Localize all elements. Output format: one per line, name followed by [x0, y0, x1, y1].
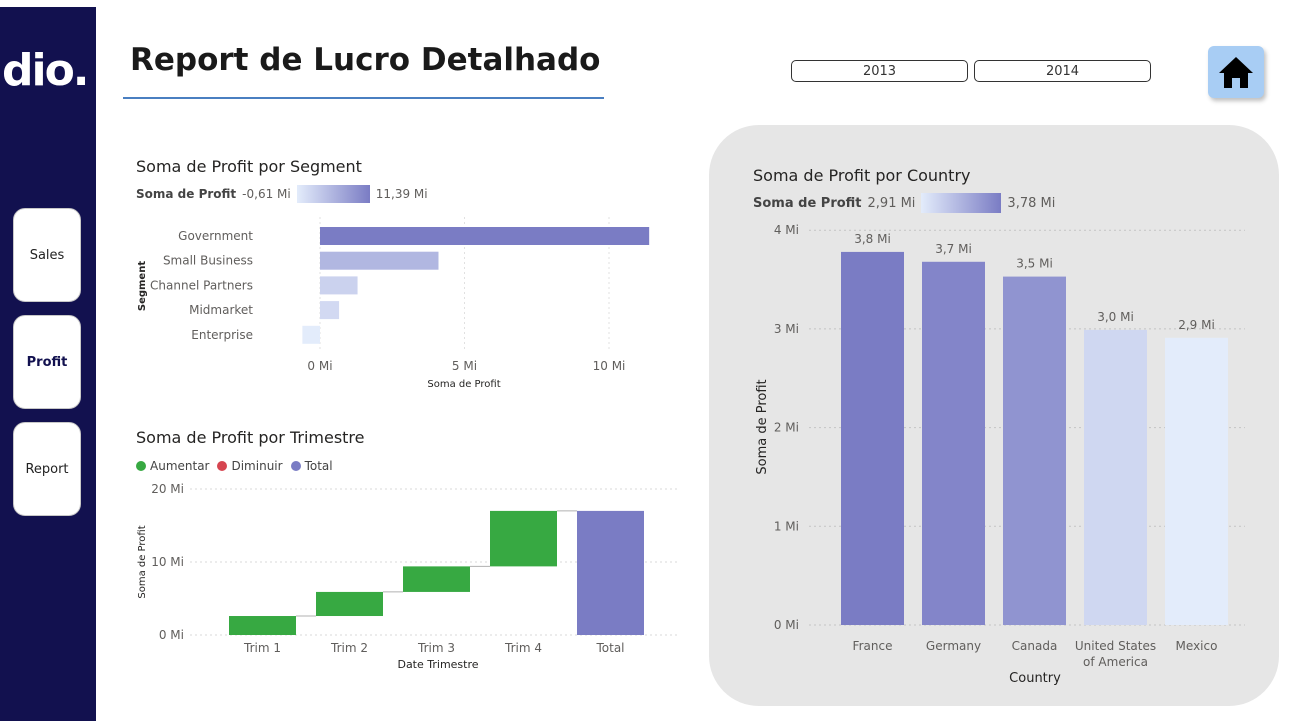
quarter-x-axis-title: Date Trimestre [397, 658, 478, 671]
country-bar [1003, 276, 1066, 625]
country-y-tick: 0 Mi [774, 618, 799, 632]
nav-profit-button[interactable]: Profit [13, 315, 81, 409]
country-y-tick: 3 Mi [774, 322, 799, 336]
logo-text: dio. [2, 45, 88, 91]
legend-increase-dot [136, 461, 146, 471]
segment-legend: Soma de Profit -0,61 Mi 11,39 Mi [136, 185, 428, 203]
home-button[interactable] [1208, 46, 1264, 98]
country-y-tick: 2 Mi [774, 421, 799, 435]
quarter-bar [490, 510, 557, 567]
segment-y-axis-title: Segment [137, 261, 148, 311]
nav-profit-label: Profit [26, 354, 68, 370]
dio-logo: dio. [2, 45, 90, 91]
quarter-y-tick: 20 Mi [151, 482, 184, 496]
segment-category-label: Small Business [163, 254, 253, 268]
quarter-legend: Aumentar Diminuir Total [136, 459, 333, 473]
country-legend-label: Soma de Profit [753, 195, 862, 211]
segment-legend-min: -0,61 Mi [242, 187, 291, 201]
country-category-label: Canada [1012, 639, 1058, 653]
legend-total-label: Total [304, 459, 333, 473]
quarter-bar [403, 566, 470, 592]
quarter-category-label: Trim 4 [504, 641, 542, 655]
segment-bar [320, 227, 650, 245]
segment-x-tick: 10 Mi [593, 359, 626, 373]
country-bar [922, 261, 985, 625]
nav-report-label: Report [25, 461, 69, 477]
segment-x-axis-title: Soma de Profit [427, 379, 500, 390]
legend-decrease-dot [217, 461, 228, 471]
country-y-axis-title: Soma de Profit [755, 379, 770, 474]
segment-bar [320, 251, 439, 270]
country-chart: 4 Mi 3 Mi 2 Mi 1 Mi 0 Mi 3,8 Mi France 3,7 Mi Ge… [755, 223, 1245, 686]
country-category-label: Mexico [1176, 639, 1218, 653]
title-underline [123, 97, 604, 99]
country-data-label: 3,5 Mi [1016, 257, 1053, 271]
home-icon [1219, 57, 1253, 88]
country-data-label: 3,8 Mi [854, 232, 891, 246]
segment-legend-label: Soma de Profit [136, 187, 237, 201]
segment-legend-max: 11,39 Mi [375, 187, 428, 201]
nav-sales-button[interactable]: Sales [13, 208, 81, 302]
country-category-label: Germany [926, 639, 981, 653]
quarter-category-label: Trim 2 [330, 641, 368, 655]
nav-sales-label: Sales [29, 247, 65, 263]
country-legend-gradient [921, 193, 1002, 213]
legend-total-dot [290, 461, 301, 471]
legend-decrease-label: Diminuir [231, 459, 283, 473]
year-2013-button[interactable]: 2013 [791, 60, 968, 82]
quarter-y-tick: 10 Mi [151, 555, 184, 569]
segment-category-label: Channel Partners [150, 278, 253, 292]
quarter-y-tick: 0 Mi [159, 628, 184, 642]
segment-x-tick: 0 Mi [307, 359, 332, 373]
country-category-label: of America [1083, 655, 1148, 669]
country-legend-max: 3,78 Mi [1007, 195, 1056, 211]
segment-bar [302, 325, 320, 344]
country-category-label: United States [1075, 639, 1156, 653]
year-2014-button[interactable]: 2014 [974, 60, 1151, 82]
segment-category-label: Government [178, 229, 253, 243]
country-bar [1084, 329, 1147, 625]
nav-report-button[interactable]: Report [13, 422, 81, 516]
segment-category-label: Midmarket [189, 303, 253, 317]
segment-bar [320, 301, 340, 320]
quarter-chart: 20 Mi 10 Mi 0 Mi Trim 1 Trim 2 Trim 3 Trim 4 To… [137, 482, 680, 671]
page-title: Report de Lucro Detalhado [130, 42, 601, 78]
country-chart-title: Soma de Profit por Country [753, 166, 971, 185]
country-data-label: 2,9 Mi [1178, 318, 1215, 332]
legend-increase-label: Aumentar [150, 459, 210, 473]
country-legend: Soma de Profit 2,91 Mi 3,78 Mi [753, 193, 1055, 213]
country-data-label: 3,7 Mi [935, 242, 972, 256]
quarter-bar [577, 510, 644, 635]
quarter-category-label: Trim 1 [243, 641, 281, 655]
country-y-tick: 4 Mi [774, 223, 799, 237]
country-legend-min: 2,91 Mi [867, 195, 916, 211]
country-category-label: France [853, 639, 893, 653]
segment-chart-title: Soma de Profit por Segment [136, 157, 362, 176]
country-y-tick: 1 Mi [774, 519, 799, 533]
quarter-bar [229, 616, 296, 635]
quarter-category-label: Total [595, 641, 624, 655]
segment-category-label: Enterprise [191, 328, 253, 342]
country-x-axis-title: Country [1009, 671, 1061, 686]
quarter-y-axis-title: Soma de Profit [137, 525, 148, 598]
segment-bar [320, 276, 358, 295]
segment-legend-gradient [296, 185, 370, 203]
quarter-bar [316, 591, 383, 617]
country-bar [841, 251, 904, 625]
segment-x-tick: 5 Mi [452, 359, 477, 373]
segment-chart: 0 Mi 5 Mi 10 Mi Government Small Business Cha… [137, 217, 650, 390]
country-bar [1165, 337, 1228, 625]
quarter-chart-title: Soma de Profit por Trimestre [136, 428, 365, 447]
quarter-category-label: Trim 3 [417, 641, 455, 655]
country-data-label: 3,0 Mi [1097, 310, 1134, 324]
